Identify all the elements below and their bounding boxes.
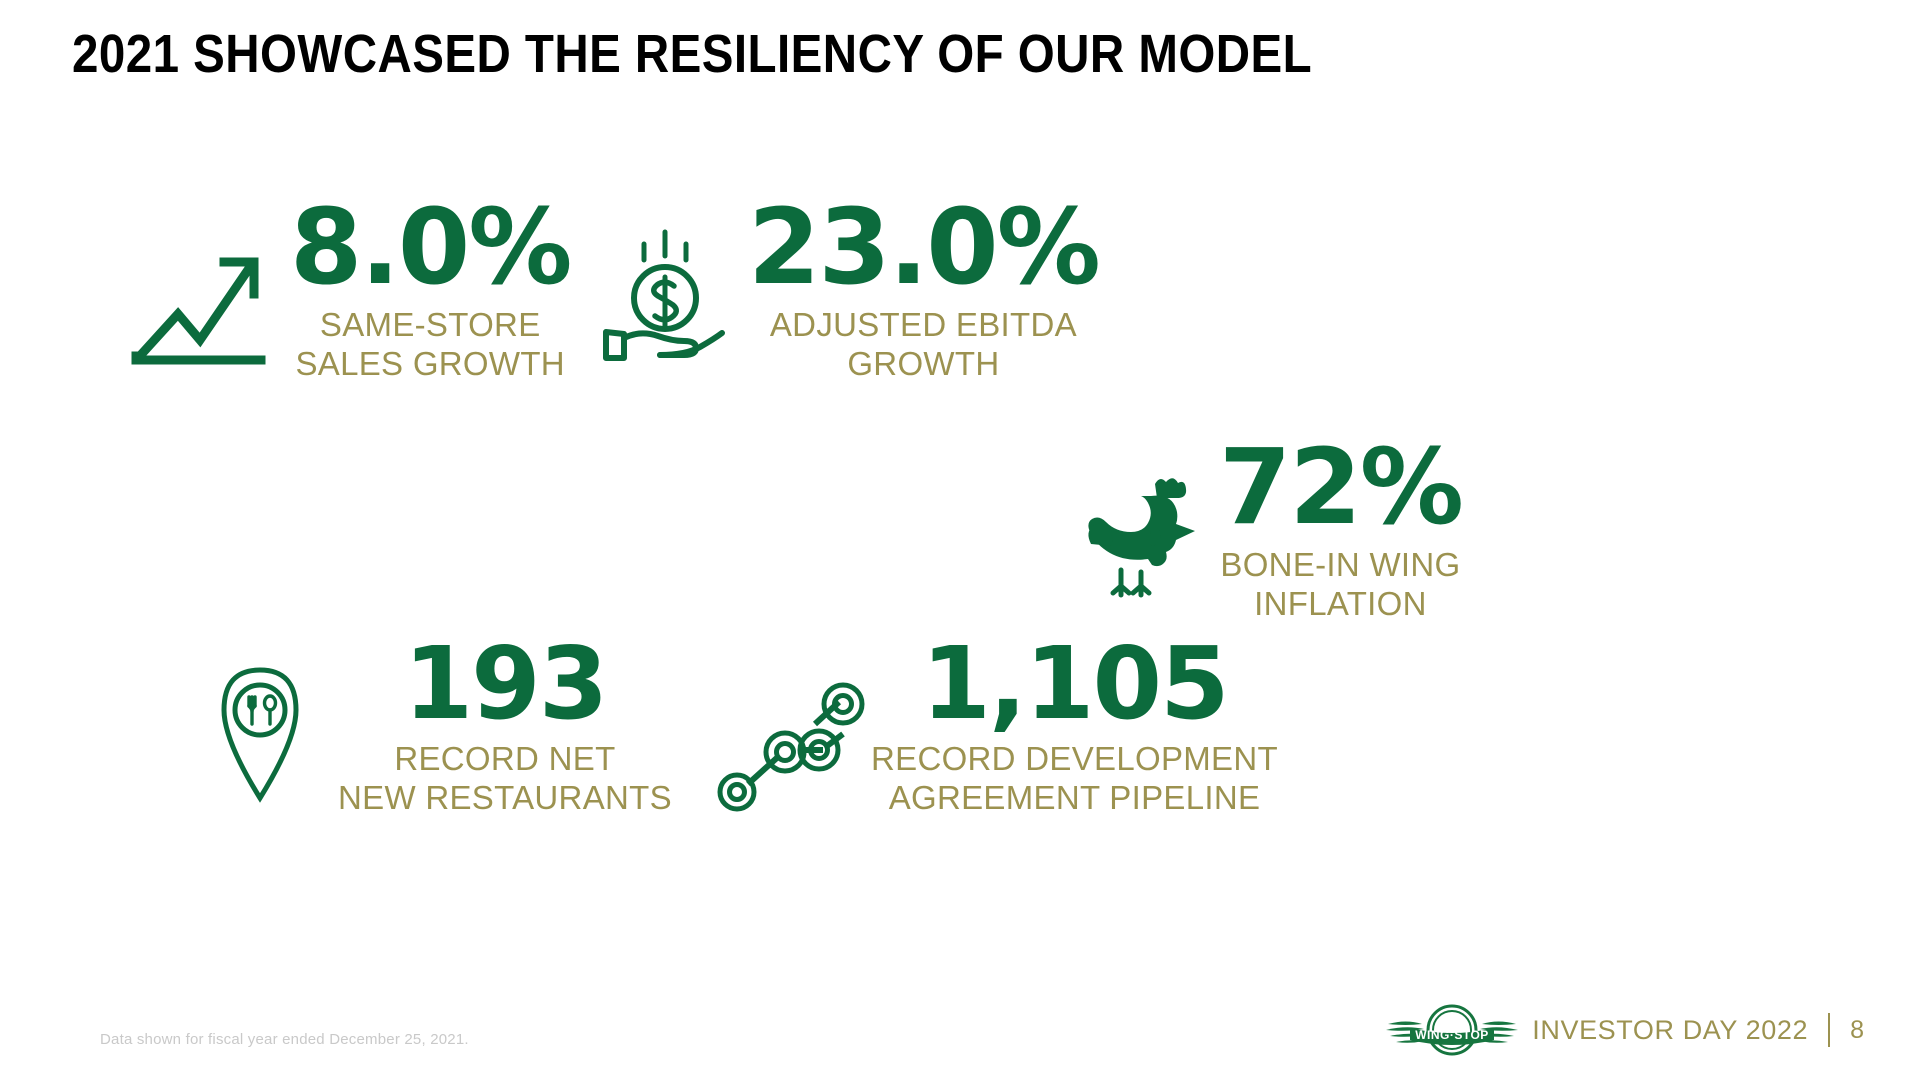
wingstop-logo-wordmark: WING·STOP	[1415, 1028, 1489, 1042]
footnote: Data shown for fiscal year ended Decembe…	[100, 1031, 469, 1048]
stat-value: 1,105	[921, 625, 1229, 742]
page-title: 2021 SHOWCASED THE RESILIENCY OF OUR MOD…	[72, 24, 1313, 84]
stat-text-group: 23.0% ADJUSTED EBITDA GROWTH	[748, 186, 1101, 384]
stat-card-bone-in-wing-inflation: 72% BONE-IN WING INFLATION	[1085, 426, 1464, 624]
stat-label: ADJUSTED EBITDA GROWTH	[770, 306, 1077, 384]
stat-text-group: 1,105 RECORD DEVELOPMENT AGREEMENT PIPEL…	[871, 625, 1278, 818]
stat-value: 8.0%	[290, 186, 572, 308]
stat-label-line1: RECORD NET	[394, 740, 616, 777]
stat-label-line1: BONE-IN WING	[1220, 545, 1461, 583]
stat-text-group: 193 RECORD NET NEW RESTAURANTS	[338, 625, 672, 818]
stat-label: RECORD DEVELOPMENT AGREEMENT PIPELINE	[871, 740, 1278, 818]
hand-holding-dollar-coin-icon	[600, 216, 730, 366]
footer-brand-bar: WING·STOP INVESTOR DAY 2022 8	[1386, 1002, 1864, 1058]
stat-label-line2: AGREEMENT PIPELINE	[888, 778, 1261, 816]
stat-card-same-store-sales-growth: 8.0% SAME-STORE SALES GROWTH	[128, 186, 572, 384]
stat-value: 193	[403, 625, 609, 742]
stat-label-line2: GROWTH	[847, 344, 1000, 382]
wingstop-logo: WING·STOP	[1386, 1002, 1519, 1058]
stat-label-line2: NEW RESTAURANTS	[338, 778, 672, 816]
upward-trend-arrow-icon	[128, 218, 268, 368]
page-number: 8	[1850, 1015, 1864, 1044]
stat-value: 72%	[1219, 426, 1464, 548]
stat-label: BONE-IN WING INFLATION	[1220, 546, 1460, 624]
stat-text-group: 8.0% SAME-STORE SALES GROWTH	[290, 186, 572, 384]
stat-card-adjusted-ebitda-growth: 23.0% ADJUSTED EBITDA GROWTH	[600, 186, 1101, 384]
chicken-icon	[1085, 470, 1205, 610]
location-pin-fork-spoon-icon	[200, 660, 320, 810]
stat-label-line1: RECORD DEVELOPMENT	[871, 740, 1278, 777]
stat-card-record-development-agreement-pipeline: 1,105 RECORD DEVELOPMENT AGREEMENT PIPEL…	[715, 625, 1278, 822]
footer-event-label: INVESTOR DAY 2022	[1532, 1014, 1809, 1045]
stat-label-line2: INFLATION	[1254, 584, 1427, 622]
stat-card-record-net-new-restaurants: 193 RECORD NET NEW RESTAURANTS	[200, 625, 672, 818]
stat-label: SAME-STORE SALES GROWTH	[295, 306, 564, 384]
footer-divider	[1828, 1013, 1831, 1047]
stat-label-line1: ADJUSTED EBITDA	[769, 305, 1077, 343]
stat-label: RECORD NET NEW RESTAURANTS	[338, 740, 672, 818]
stat-value: 23.0%	[748, 186, 1101, 308]
stat-label-line1: SAME-STORE	[319, 305, 541, 343]
stat-label-line2: SALES GROWTH	[295, 344, 565, 382]
connected-nodes-network-icon	[715, 672, 865, 822]
stat-text-group: 72% BONE-IN WING INFLATION	[1219, 426, 1464, 624]
